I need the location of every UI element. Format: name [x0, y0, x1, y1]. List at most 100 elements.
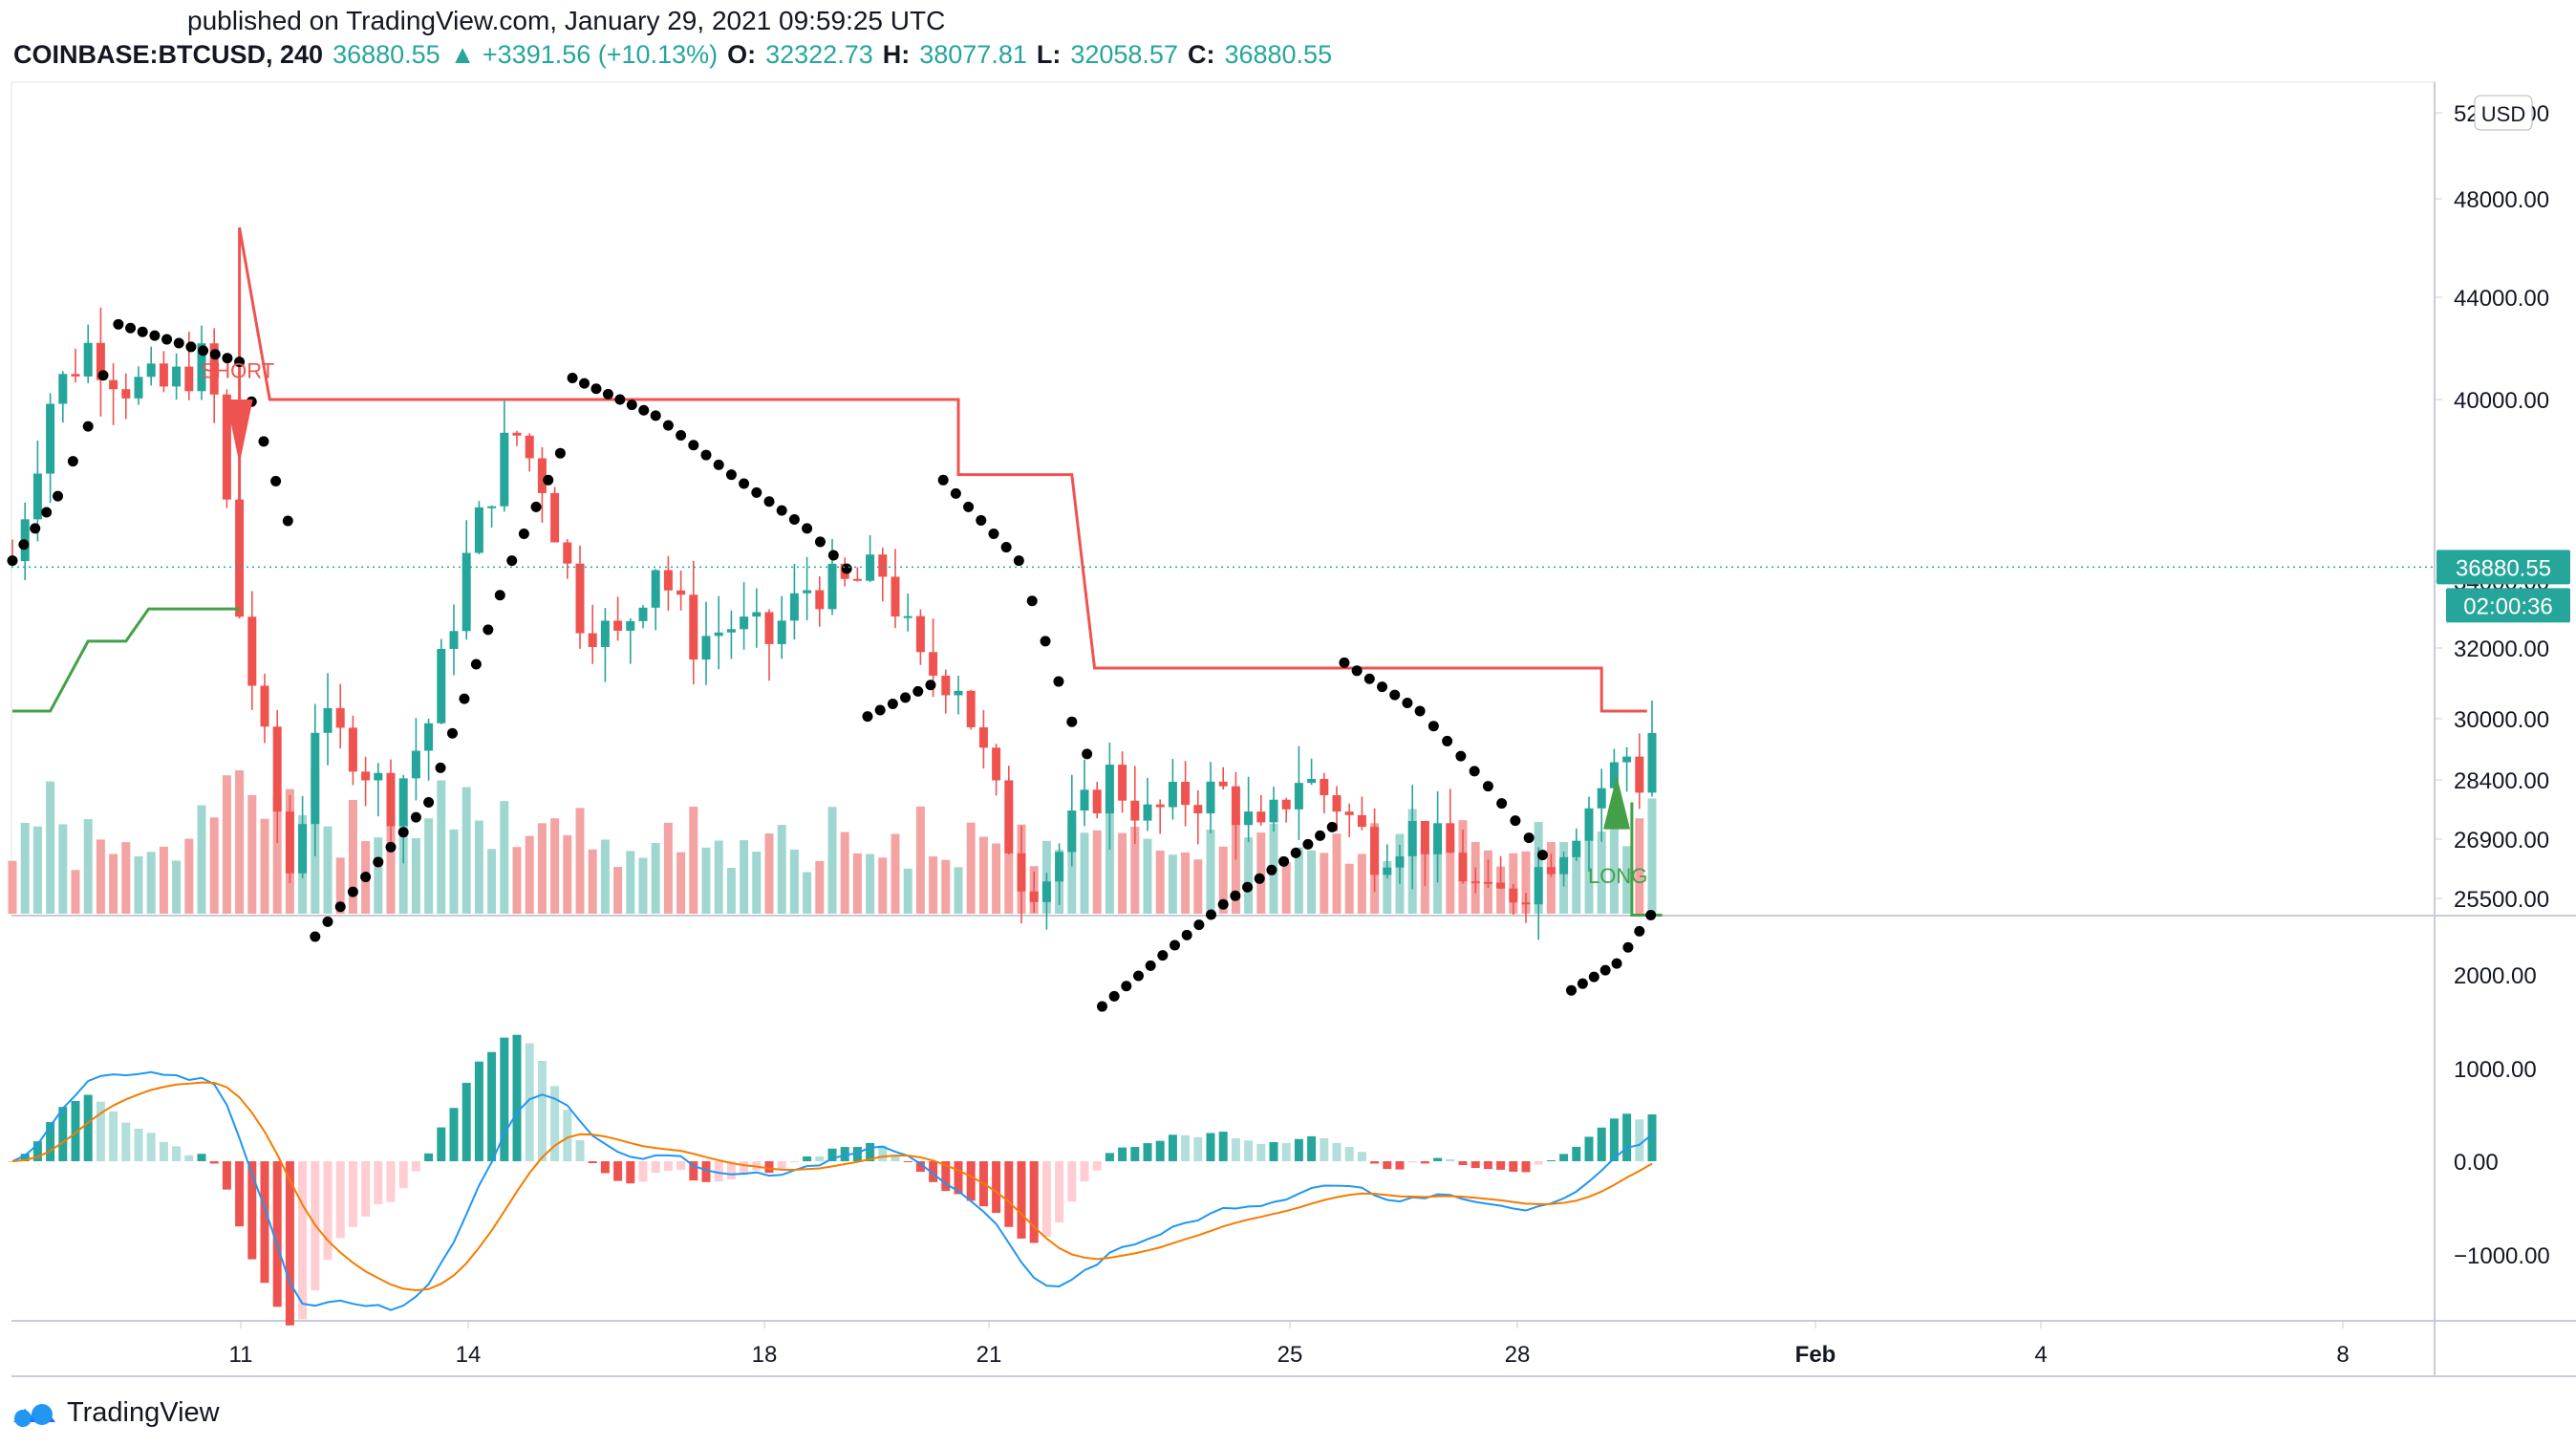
macd-histogram-bar [361, 1161, 371, 1217]
high-label: H: [882, 40, 911, 69]
volume-bar [1294, 847, 1303, 914]
parabolic-sar-dot [1230, 890, 1241, 901]
parabolic-sar-dot [322, 916, 333, 927]
candle-body [915, 616, 925, 653]
candle-body [1521, 902, 1531, 905]
close-label: C: [1187, 40, 1215, 69]
candle-body [726, 629, 736, 633]
candle-body [1281, 799, 1291, 810]
parabolic-sar-dot [700, 449, 712, 461]
open-label: O: [727, 40, 757, 69]
parabolic-sar-dot [1523, 832, 1535, 844]
parabolic-sar-dot [506, 555, 518, 567]
volume-bar [1004, 798, 1014, 914]
macd-histogram-bar [247, 1161, 257, 1260]
macd-histogram-bar [260, 1161, 269, 1284]
macd-histogram-bar [525, 1043, 534, 1161]
macd-histogram-bar [1307, 1135, 1317, 1161]
signal-line [11, 1081, 1653, 1292]
parabolic-sar-dot [7, 555, 18, 567]
macd-histogram-bar [613, 1161, 623, 1181]
currency-badge-text: USD [2481, 102, 2525, 126]
parabolic-sar-dot [626, 400, 637, 411]
parabolic-sar-dot [676, 429, 687, 441]
candle-body [96, 342, 105, 380]
macd-histogram-bar [96, 1101, 105, 1161]
macd-histogram-bar [663, 1161, 673, 1171]
parabolic-sar-dot [459, 693, 470, 704]
macd-histogram-bar [878, 1145, 888, 1161]
candle-body [1584, 808, 1594, 841]
parabolic-sar-dot [173, 337, 184, 349]
macd-histogram-bar [1635, 1119, 1644, 1161]
candle-body [891, 576, 900, 617]
candle-body [1383, 867, 1392, 875]
volume-bar [1206, 829, 1215, 914]
candle-body [361, 771, 371, 781]
parabolic-sar-dot [1339, 657, 1350, 668]
volume-bar [852, 853, 862, 914]
macd-axis-label: 0.00 [2454, 1150, 2499, 1176]
macd-histogram-bar [1080, 1161, 1089, 1182]
candle-body [613, 620, 623, 631]
volume-bar [474, 820, 483, 914]
candle-body [209, 343, 219, 395]
candle-body [247, 616, 257, 686]
macd-histogram-bar [1067, 1161, 1077, 1202]
symbol-label[interactable]: COINBASE:BTCUSD, 240 [13, 40, 324, 69]
volume-bar [1357, 853, 1366, 914]
parabolic-sar-dot [1496, 798, 1508, 810]
candle-body [827, 563, 837, 610]
macd-histogram-bar [1332, 1142, 1342, 1161]
macd-histogram-bar [550, 1086, 560, 1161]
parabolic-sar-dot [1588, 971, 1599, 983]
volume-bar [374, 837, 383, 914]
volume-bar [1105, 795, 1114, 914]
volume-bar [348, 799, 357, 914]
time-axis-label: 18 [752, 1342, 778, 1368]
macd-histogram-bar [1206, 1133, 1215, 1161]
volume-bar [840, 831, 849, 914]
parabolic-sar-dot [1145, 960, 1156, 971]
volume-bar [626, 851, 635, 914]
candle-body [1143, 804, 1152, 821]
macd-histogram-bar [1281, 1142, 1291, 1161]
macd-histogram-bar [815, 1156, 825, 1161]
parabolic-sar-dot [912, 685, 924, 697]
parabolic-sar-dot [97, 370, 109, 381]
macd-histogram-bar [109, 1111, 118, 1161]
candle-body [46, 403, 55, 474]
candle-body [563, 542, 572, 564]
macd-histogram-bar [1534, 1161, 1543, 1165]
candle-body [866, 554, 875, 581]
price-axis-label: 40000.00 [2454, 388, 2549, 414]
parabolic-sar-dot [1389, 689, 1401, 701]
candle-body [374, 772, 383, 781]
candle-body [929, 652, 938, 676]
parabolic-sar-dot [1053, 676, 1064, 687]
tradingview-cloud-icon [13, 1403, 55, 1427]
tradingview-logo[interactable]: TradingView [10, 1397, 220, 1429]
parabolic-sar-dot [763, 496, 775, 508]
main-pane-frame [11, 81, 2436, 917]
parabolic-sar-dot [1428, 721, 1439, 732]
macd-histogram-bar [1231, 1138, 1240, 1161]
macd-histogram-bar [563, 1110, 572, 1161]
parabolic-sar-dot [1326, 821, 1338, 832]
parabolic-sar-dot [1510, 815, 1521, 827]
macd-histogram-bar [954, 1161, 963, 1195]
candle-body [600, 620, 610, 648]
candle-body [651, 570, 660, 608]
macd-histogram-bar [462, 1082, 471, 1161]
candle-body [1206, 781, 1215, 814]
candle-body [1622, 756, 1632, 763]
volume-bar [1572, 853, 1581, 914]
volume-bar [1446, 838, 1455, 914]
volume-bar [588, 849, 597, 914]
macd-histogram-bar [676, 1161, 686, 1170]
volume-bar [1155, 850, 1165, 914]
macd-histogram-bar [726, 1161, 736, 1179]
last-price-badge-text: 36880.55 [2456, 555, 2551, 581]
macd-histogram-bar [1395, 1161, 1405, 1170]
